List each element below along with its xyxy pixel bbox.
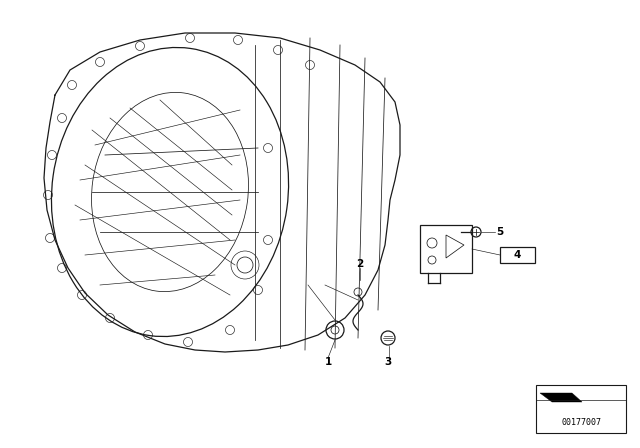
Bar	[420, 225, 472, 273]
Text: 00177007: 00177007	[561, 418, 601, 426]
Text: 5: 5	[497, 227, 504, 237]
Bar	[536, 385, 626, 433]
Polygon shape	[540, 393, 582, 402]
Text: 1: 1	[324, 357, 332, 367]
Text: 2: 2	[356, 259, 364, 269]
Text: 3: 3	[385, 357, 392, 367]
Text: 4: 4	[514, 250, 521, 260]
Bar	[500, 247, 535, 263]
